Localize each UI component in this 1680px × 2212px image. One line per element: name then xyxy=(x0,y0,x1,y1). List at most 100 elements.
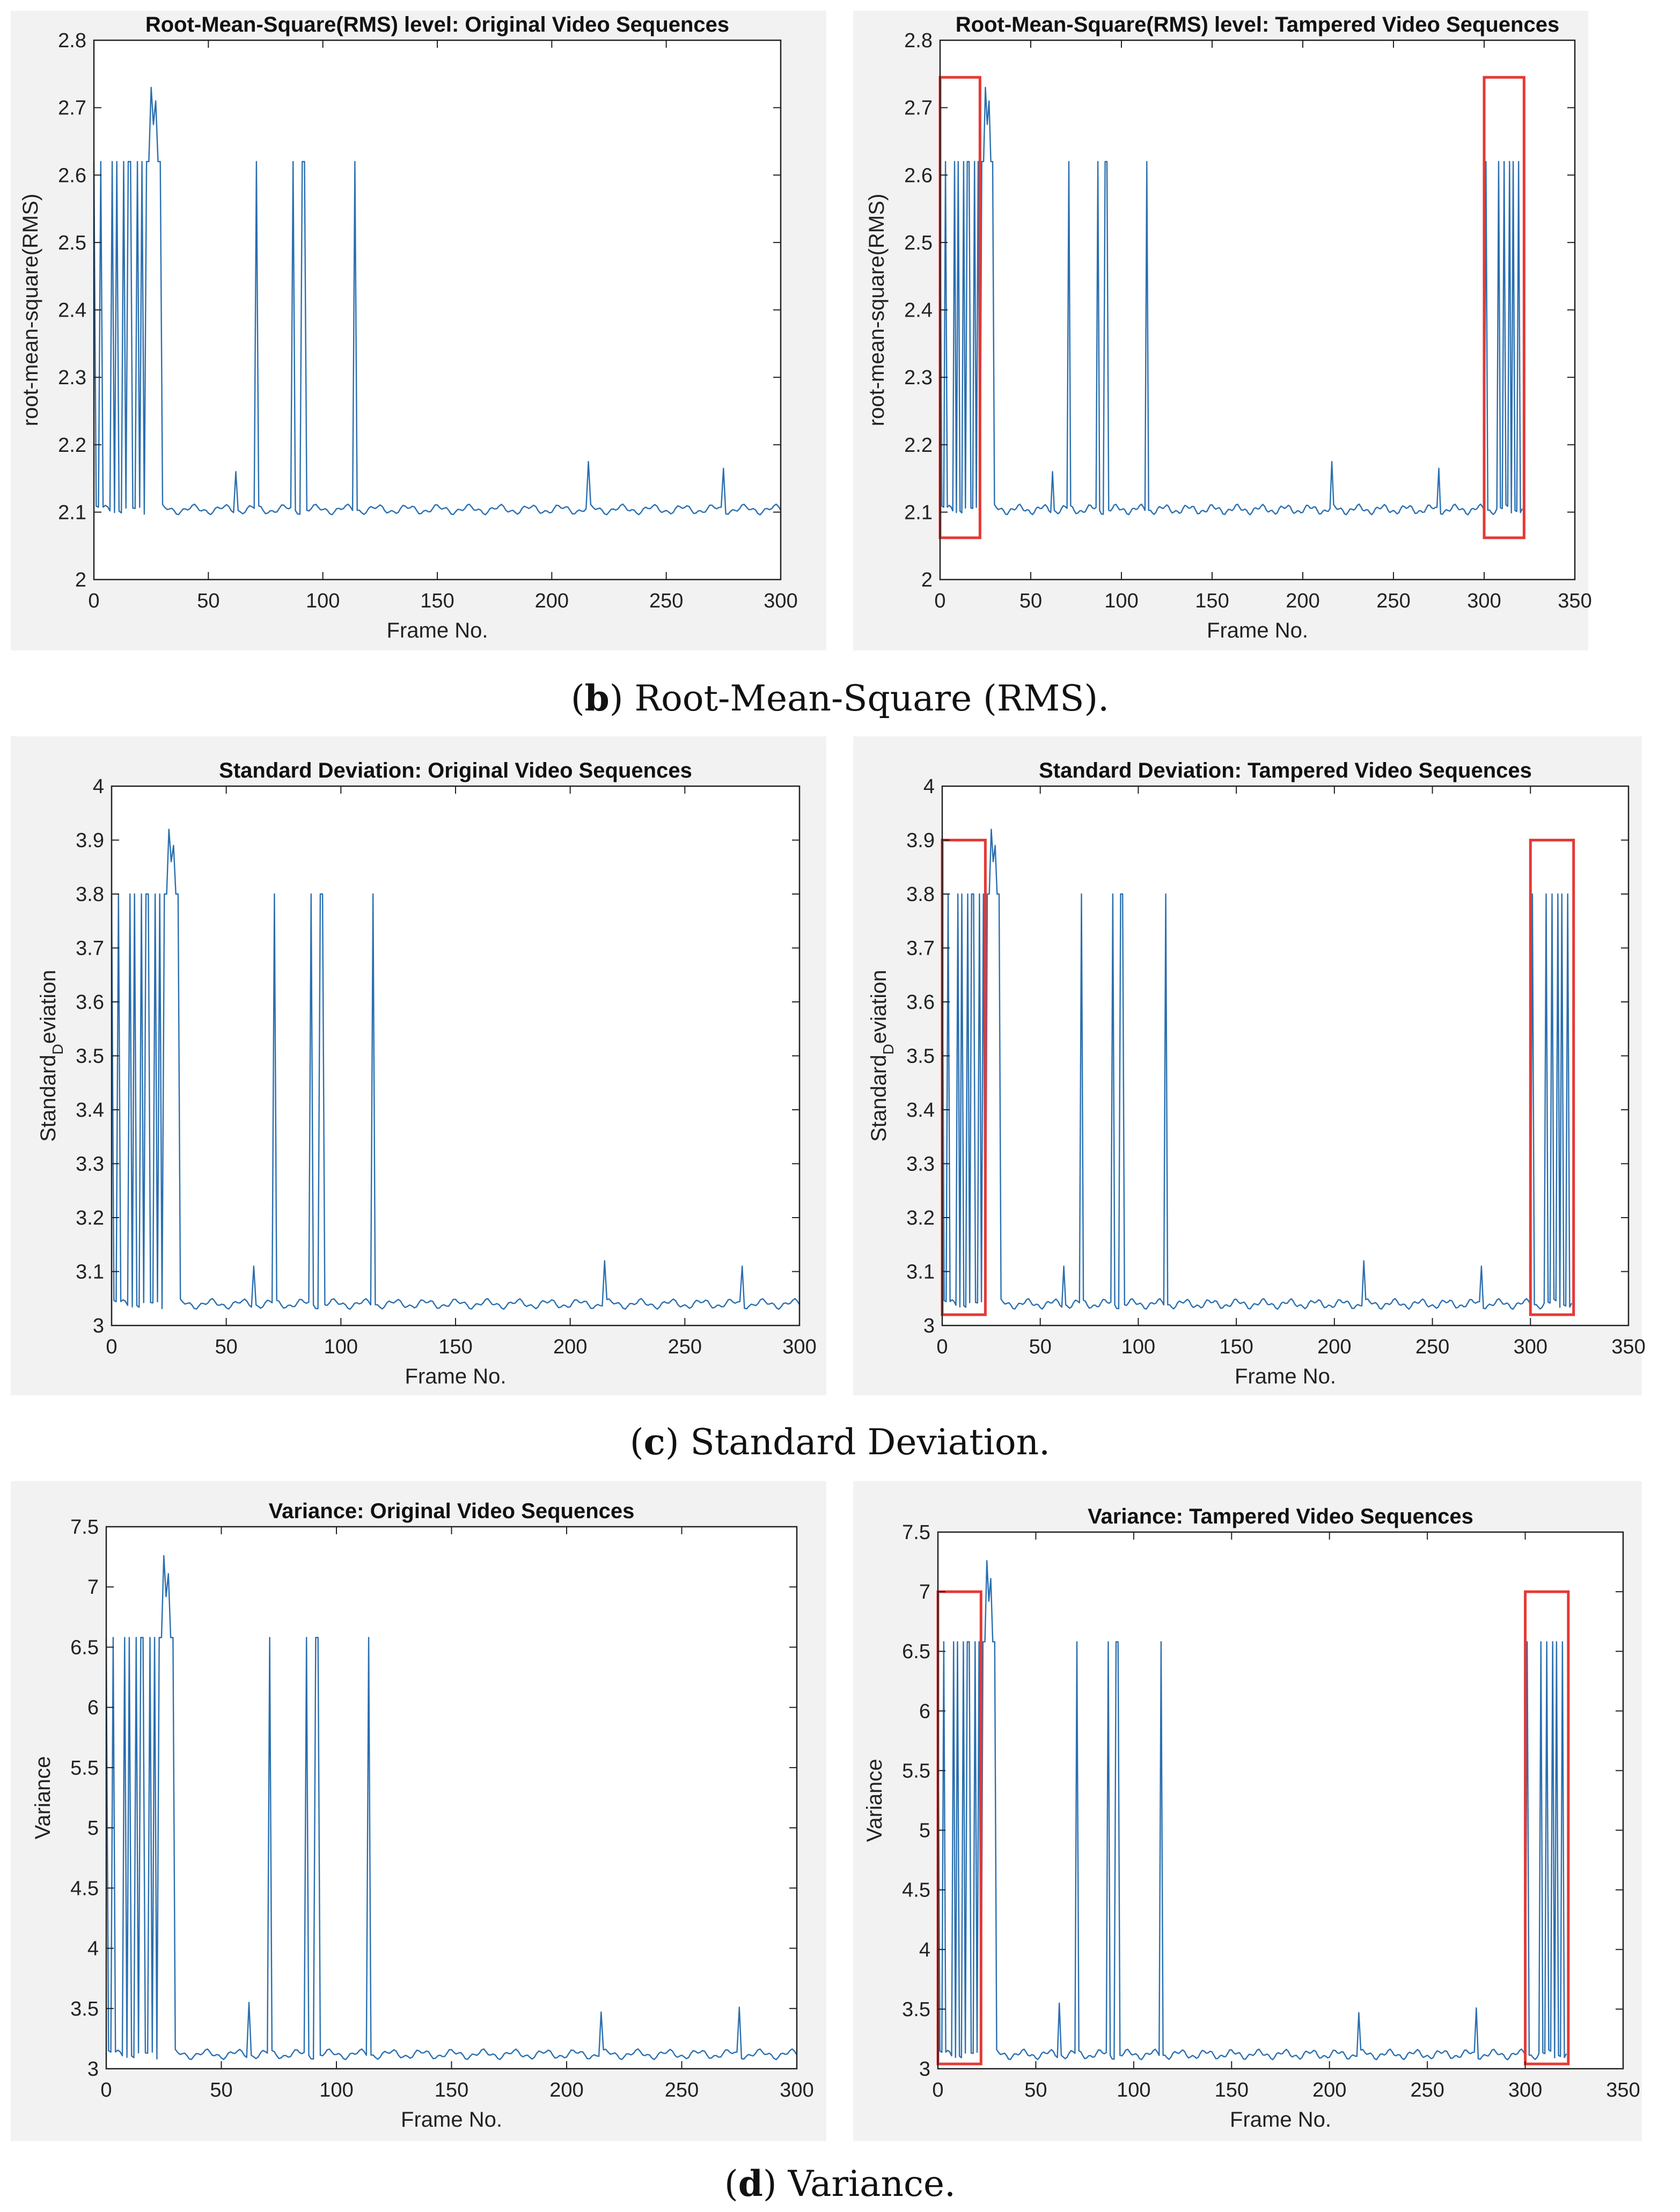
plot-area xyxy=(940,40,1575,580)
y-tick-label: 4.5 xyxy=(70,1877,99,1900)
x-tick-label: 250 xyxy=(665,2079,699,2101)
chart-title: Standard Deviation: Original Video Seque… xyxy=(219,759,692,782)
y-axis-label-part: Standard xyxy=(36,1054,60,1141)
x-tick-label: 300 xyxy=(1514,1336,1547,1358)
y-tick-label: 3 xyxy=(93,1315,104,1337)
y-tick-label: 4 xyxy=(919,1939,930,1961)
y-tick-label: 4 xyxy=(93,775,104,798)
highlight-box-2 xyxy=(1483,76,1525,539)
series-line xyxy=(939,86,1523,516)
y-tick-label: 6.5 xyxy=(70,1636,99,1659)
x-tick-label: 100 xyxy=(1104,590,1138,612)
y-tick-label: 2.4 xyxy=(904,299,933,322)
x-axis-label: Frame No. xyxy=(405,1365,507,1388)
x-tick-label: 0 xyxy=(106,1336,117,1358)
x-tick-label: 50 xyxy=(1029,1336,1052,1358)
y-tick-label: 3.4 xyxy=(76,1099,104,1122)
series-line xyxy=(937,1560,1567,2061)
y-tick-label: 4.5 xyxy=(902,1879,930,1902)
caption-variance-letter: d xyxy=(738,2163,763,2204)
y-tick-label: 3.3 xyxy=(76,1153,104,1176)
y-tick-label: 3.9 xyxy=(906,830,935,852)
y-axis-label-part: eviation xyxy=(867,970,891,1044)
x-tick-label: 50 xyxy=(215,1336,238,1358)
y-tick-label: 6 xyxy=(919,1700,930,1723)
x-tick-label: 300 xyxy=(764,590,797,612)
y-axis-label: StandardDeviation xyxy=(867,970,897,1141)
chart-title: Standard Deviation: Tampered Video Seque… xyxy=(1039,759,1532,782)
y-tick-label: 3.3 xyxy=(906,1153,935,1176)
x-tick-label: 50 xyxy=(1019,590,1042,612)
y-tick-label: 2.8 xyxy=(58,30,86,52)
x-tick-label: 300 xyxy=(782,1336,816,1358)
caption-variance-text: ) Variance. xyxy=(762,2163,956,2204)
y-tick-label: 3.2 xyxy=(76,1207,104,1229)
series-line xyxy=(105,1555,798,2061)
x-tick-label: 100 xyxy=(1121,1336,1155,1358)
highlight-box-2 xyxy=(1524,1590,1570,2065)
y-tick-label: 6.5 xyxy=(902,1640,930,1663)
x-tick-label: 250 xyxy=(668,1336,702,1358)
y-axis-label-subscript: D xyxy=(880,1044,897,1054)
x-tick-label: 50 xyxy=(1024,2079,1047,2101)
y-tick-label: 3.5 xyxy=(70,1998,99,2020)
x-tick-label: 350 xyxy=(1558,590,1591,612)
caption-rms-letter: b xyxy=(584,677,610,719)
chart-title: Root-Mean-Square(RMS) level: Tampered Vi… xyxy=(956,13,1559,36)
x-tick-label: 300 xyxy=(1467,590,1501,612)
x-axis-label: Frame No. xyxy=(401,2108,502,2132)
y-tick-label: 2 xyxy=(921,569,933,591)
y-tick-label: 3.5 xyxy=(906,1045,935,1068)
y-tick-label: 3 xyxy=(919,2058,930,2081)
x-tick-label: 200 xyxy=(535,590,569,612)
x-tick-label: 150 xyxy=(420,590,454,612)
x-tick-label: 250 xyxy=(1415,1336,1449,1358)
y-axis-label: root-mean-square(RMS) xyxy=(19,194,42,426)
y-tick-label: 5 xyxy=(919,1820,930,1842)
y-tick-label: 2.5 xyxy=(58,232,86,254)
y-tick-label: 3.1 xyxy=(76,1261,104,1284)
x-tick-label: 200 xyxy=(1317,1336,1351,1358)
x-tick-label: 250 xyxy=(1410,2079,1444,2101)
plot-area xyxy=(938,1532,1623,2069)
y-tick-label: 7 xyxy=(919,1581,930,1603)
y-tick-label: 7.5 xyxy=(70,1516,99,1539)
y-tick-label: 5 xyxy=(87,1817,99,1840)
y-tick-label: 2.6 xyxy=(58,164,86,187)
x-axis-label: Frame No. xyxy=(1207,619,1308,642)
y-tick-label: 7.5 xyxy=(902,1521,930,1544)
caption-std-letter: c xyxy=(643,1421,665,1463)
y-tick-label: 2.1 xyxy=(904,501,933,524)
y-tick-label: 5.5 xyxy=(902,1760,930,1782)
y-tick-label: 6 xyxy=(87,1697,99,1719)
x-tick-label: 150 xyxy=(438,1336,472,1358)
y-axis-label: Variance xyxy=(31,1756,55,1840)
x-tick-label: 50 xyxy=(197,590,219,612)
chart-2-original: 0 50 100 150 200 250 300 3 3.1 3.2 3.3 3.4 3.5 3.6 3.7… xyxy=(11,736,826,1395)
caption-rms: (b) Root-Mean-Square (RMS). xyxy=(570,677,1110,719)
x-tick-label: 0 xyxy=(934,590,945,612)
x-tick-label: 100 xyxy=(319,2079,353,2101)
y-tick-label: 3 xyxy=(87,2058,99,2081)
y-tick-label: 2 xyxy=(75,569,86,591)
y-axis-label-part: eviation xyxy=(36,970,60,1044)
y-tick-label: 3.4 xyxy=(906,1099,935,1122)
x-tick-label: 200 xyxy=(553,1336,587,1358)
chart-title: Root-Mean-Square(RMS) level: Original Vi… xyxy=(145,13,729,36)
y-tick-label: 2.5 xyxy=(904,232,933,254)
x-tick-label: 200 xyxy=(549,2079,583,2101)
x-tick-label: 150 xyxy=(1195,590,1229,612)
plot-area xyxy=(112,786,799,1325)
y-tick-label: 2.8 xyxy=(904,30,933,52)
plot-area xyxy=(94,40,781,580)
y-tick-label: 2.2 xyxy=(904,434,933,457)
x-tick-label: 0 xyxy=(932,2079,943,2101)
caption-std: (c) Standard Deviation. xyxy=(629,1421,1051,1463)
y-tick-label: 3.8 xyxy=(906,883,935,906)
y-tick-label: 3.7 xyxy=(76,937,104,960)
y-tick-label: 3.8 xyxy=(76,883,104,906)
caption-variance: (d) Variance. xyxy=(724,2163,956,2204)
highlight-box-2 xyxy=(1529,839,1575,1316)
y-tick-label: 3.2 xyxy=(906,1207,935,1229)
y-tick-label: 2.4 xyxy=(58,299,86,322)
